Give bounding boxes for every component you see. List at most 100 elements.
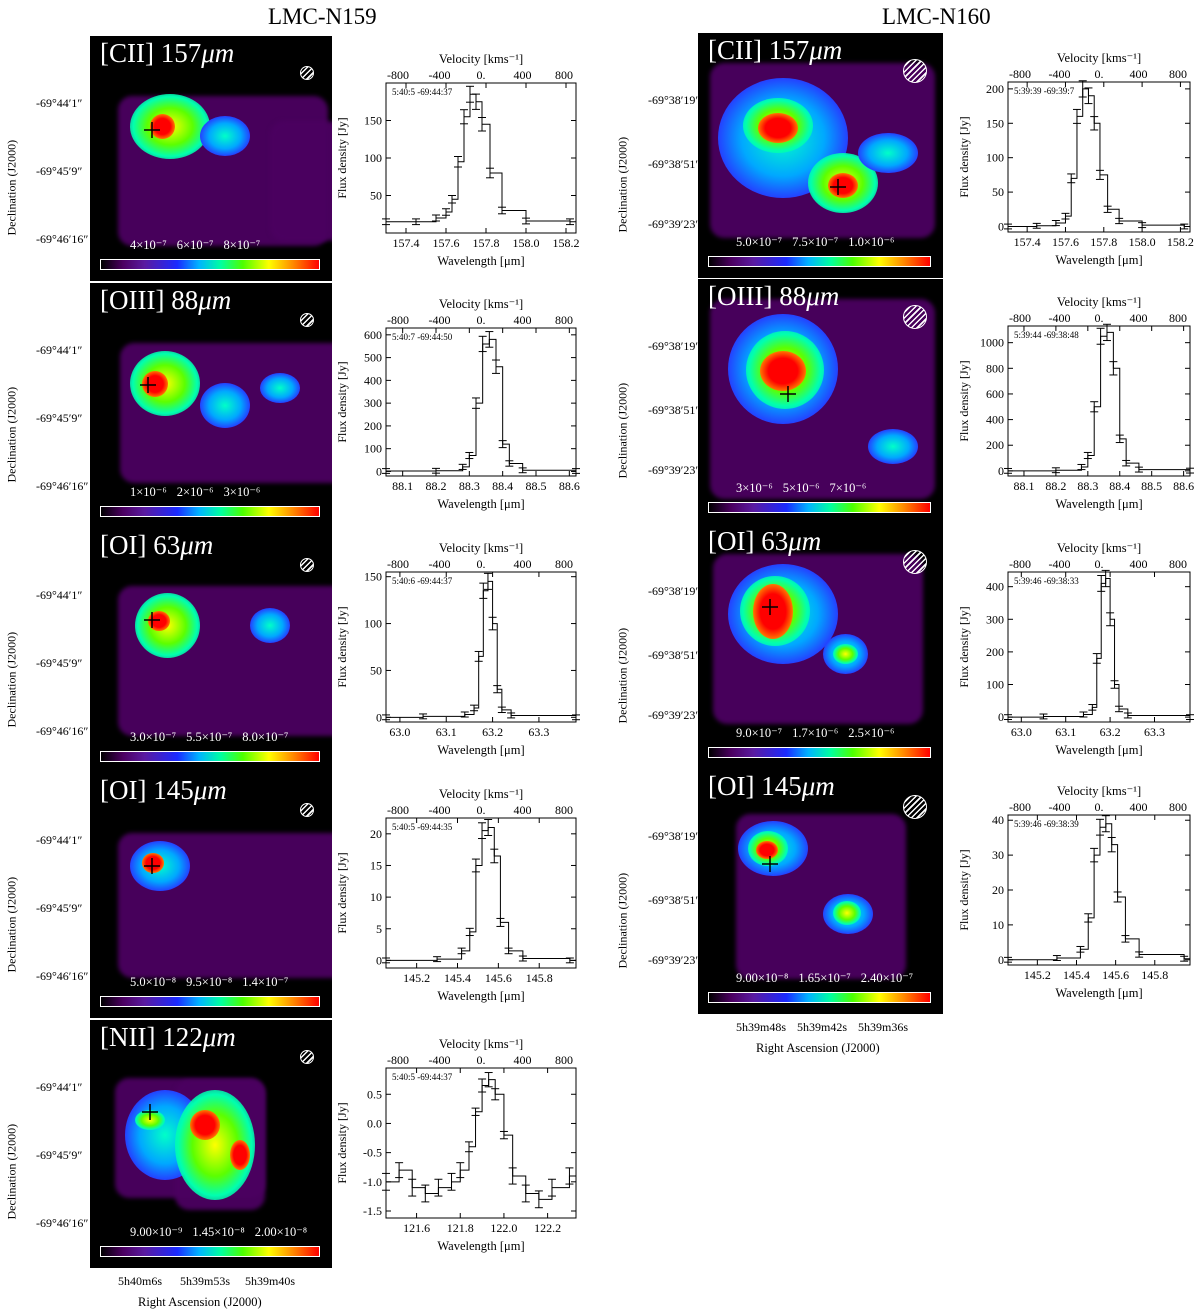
y-tick-label: -1.0 [363, 1175, 382, 1189]
dec-tick-n160-2-3: -69°39′23″ [648, 463, 701, 477]
spectrum-position-crosshair-icon [830, 179, 846, 195]
line-unit: μm [198, 285, 232, 315]
x-tick-label: 88.1 [392, 479, 413, 493]
velocity-tick-label: 0. [477, 557, 486, 571]
x-tick-label: 88.4 [1109, 479, 1130, 493]
emission-region-n160-2-5 [868, 429, 918, 464]
colorbar-tick-labels: 5.0×10⁻⁸ 9.5×10⁻⁸ 1.4×10⁻⁷ [130, 974, 298, 990]
x-tick-label: 63.1 [436, 725, 457, 739]
flux-axis-label: Flux density [Jy] [335, 1102, 349, 1183]
x-tick-label: 122.0 [490, 1221, 517, 1235]
y-tick-label: 20 [370, 827, 382, 841]
flux-axis-label: Flux density [Jy] [335, 606, 349, 687]
spectrum-position-annotation: 5:40:6 -69:44:37 [392, 576, 453, 586]
wavelength-axis-label: Wavelength [μm] [1055, 497, 1142, 511]
beam-size-icon [903, 795, 927, 819]
velocity-tick-label: -400 [429, 313, 451, 327]
emission-region-n159-1-5 [150, 114, 175, 139]
beam-size-icon [300, 558, 314, 572]
velocity-axis-label: Velocity [kms⁻¹] [439, 52, 523, 66]
dec-tick-n159-5-2: -69°45′9″ [36, 1148, 83, 1162]
spectrum-position-annotation: 5:40:5 -69:44:37 [392, 1072, 453, 1082]
colorbar-tick-3: 1.0×10⁻⁶ [848, 235, 895, 249]
y-tick-label: 400 [986, 413, 1004, 427]
x-tick-label: 88.5 [1141, 479, 1162, 493]
velocity-tick-label: 800 [1169, 800, 1187, 814]
line-label: [OI] 145 [100, 775, 194, 805]
spectrum-position-annotation: 5:40:5 -69:44:35 [392, 822, 453, 832]
colorbar-tick-2: 1.45×10⁻⁸ [192, 1225, 245, 1239]
colorbar-tick-1: 3.0×10⁻⁷ [130, 730, 177, 744]
y-tick-label: 300 [364, 396, 382, 410]
y-tick-label: 0 [998, 464, 1004, 478]
y-tick-label: 800 [986, 361, 1004, 375]
velocity-tick-label: 0. [1095, 67, 1104, 81]
velocity-axis-label: Velocity [kms⁻¹] [439, 787, 523, 801]
velocity-tick-label: -400 [1049, 557, 1071, 571]
map-panel-n160-2: [OIII] 88μm 3×10⁻⁶ 5×10⁻⁶ 7×10⁻⁶ [698, 279, 943, 524]
x-tick-label: 63.2 [482, 725, 503, 739]
x-tick-label: 157.8 [473, 236, 500, 250]
y-tick-label: 0 [998, 219, 1004, 233]
x-tick-label: 63.0 [389, 725, 410, 739]
dec-tick-n160-4-1: -69°38′19″ [648, 829, 701, 843]
velocity-axis-label: Velocity [kms⁻¹] [1057, 295, 1141, 309]
spectrum-chart-n159-nii: 121.6 121.8 122.0 122.2 -1.5 -1.0 -0.5 0.0 0.5 -8… [335, 1037, 577, 1253]
velocity-tick-label: -400 [1049, 800, 1071, 814]
dec-tick-n159-1-3: -69°46′16″ [36, 232, 89, 246]
line-label: [OIII] 88 [100, 285, 199, 315]
y-tick-label: 200 [364, 419, 382, 433]
spectrum-position-annotation: 5:39:44 -69:38:48 [1014, 330, 1079, 340]
spectrum-chart-n159-oi145: 145.2 145.4 145.6 145.8 0 5 10 15 20 -800 -400 0. 40… [335, 787, 577, 1003]
y-tick-label: 100 [986, 151, 1004, 165]
line-label: [OI] 63 [708, 526, 789, 556]
x-tick-label: 157.4 [1014, 235, 1041, 249]
colorbar-tick-2: 5.5×10⁻⁷ [186, 730, 233, 744]
emission-region-n160-1-4 [758, 113, 798, 143]
velocity-tick-label: 400 [1130, 800, 1148, 814]
velocity-tick-label: -800 [1009, 67, 1031, 81]
line-label: [OI] 145 [708, 771, 802, 801]
x-tick-label: 158.0 [513, 236, 540, 250]
spectrum-position-crosshair-icon [144, 612, 160, 628]
x-tick-label: 145.6 [485, 971, 512, 985]
y-tick-label: 0.0 [367, 1116, 382, 1130]
spectrum-chart-n159-oi63: 63.0 63.1 63.2 63.3 0 50 100 150 -800 -400 0. 400 80… [335, 541, 580, 757]
beam-size-icon [903, 59, 927, 83]
dec-tick-n159-1-2: -69°45′9″ [36, 164, 83, 178]
x-tick-label: 121.8 [447, 1221, 474, 1235]
dec-tick-n159-1-1: -69°44′1″ [36, 96, 83, 110]
y-tick-label: 0 [376, 710, 382, 724]
colorbar-tick-3: 2.00×10⁻⁸ [254, 1225, 308, 1239]
velocity-tick-label: -400 [429, 68, 451, 82]
line-label: [OIII] 88 [708, 281, 807, 311]
velocity-tick-label: 400 [514, 68, 532, 82]
velocity-tick-label: 400 [1130, 557, 1148, 571]
wavelength-axis-label: Wavelength [μm] [1055, 253, 1142, 267]
colorbar-tick-labels: 1×10⁻⁶ 2×10⁻⁶ 3×10⁻⁶ [130, 484, 270, 500]
y-tick-label: 5 [376, 922, 382, 936]
line-name: [OI] 63μm [708, 526, 821, 557]
ra-tick-n160-3: 5h39m36s [858, 1020, 909, 1034]
velocity-tick-label: 800 [1169, 67, 1187, 81]
colorbar-tick-labels: 3×10⁻⁶ 5×10⁻⁶ 7×10⁻⁶ [736, 480, 876, 496]
dec-tick-n159-5-3: -69°46′16″ [36, 1216, 89, 1230]
line-unit: μm [201, 38, 235, 68]
title-n159: LMC-N159 [268, 4, 377, 29]
colorbar-tick-2: 5×10⁻⁶ [782, 481, 820, 495]
line-label: [OI] 63 [100, 530, 181, 560]
dec-tick-n160-3-2: -69°38′51″ [648, 648, 701, 662]
x-tick-label: 88.6 [1173, 479, 1194, 493]
dec-tick-n159-2-3: -69°46′16″ [36, 479, 89, 493]
velocity-axis-label: Velocity [kms⁻¹] [439, 297, 523, 311]
velocity-tick-label: 400 [514, 557, 532, 571]
colorbar [100, 1246, 320, 1257]
y-tick-label: 50 [370, 663, 382, 677]
emission-region-n160-1-6 [828, 173, 858, 198]
y-tick-label: 200 [986, 82, 1004, 96]
y-tick-label: 500 [364, 351, 382, 365]
map-panel-n159-2: [OIII] 88μm 1×10⁻⁶ 2×10⁻⁶ 3×10⁻⁶ [90, 283, 332, 528]
velocity-tick-label: 400 [514, 803, 532, 817]
y-tick-label: 1000 [980, 336, 1004, 350]
colorbar-tick-1: 3×10⁻⁶ [736, 481, 773, 495]
